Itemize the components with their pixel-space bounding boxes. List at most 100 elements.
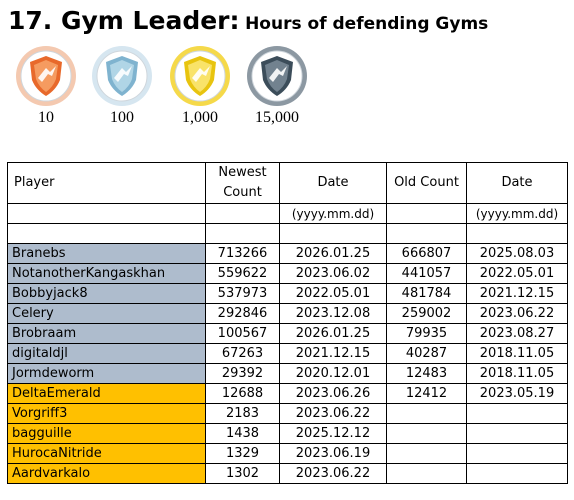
header-newest-count: Newest Count xyxy=(205,162,280,204)
cell-player: Celery xyxy=(7,303,206,324)
table-row: Jormdeworm 29392 2020.12.01 12483 2018.11.05 xyxy=(7,363,568,384)
page-title: 17. Gym Leader: Hours of defending Gyms xyxy=(8,6,488,35)
cell-newest-count: 100567 xyxy=(205,323,280,344)
cell-newest-count: 713266 xyxy=(205,243,280,264)
subheader-empty xyxy=(205,203,280,224)
cell-date: 2023.06.22 xyxy=(279,403,387,424)
gold-gym-badge-icon xyxy=(168,44,232,108)
cell-old-date: 2018.11.05 xyxy=(466,363,568,384)
cell-newest-count: 559622 xyxy=(205,263,280,284)
table-row: Bobbyjack8 537973 2022.05.01 481784 2021.12.… xyxy=(7,283,568,304)
cell-old-date xyxy=(466,403,568,424)
bronze-gym-badge-icon xyxy=(14,44,78,108)
cell-old-count: 481784 xyxy=(386,283,467,304)
cell-old-count: 79935 xyxy=(386,323,467,344)
badge-bronze: 10 xyxy=(14,44,78,127)
cell-newest-count: 1302 xyxy=(205,463,280,484)
table-row: digitaldjl 67263 2021.12.15 40287 2018.11.05 xyxy=(7,343,568,364)
cell-newest-count: 537973 xyxy=(205,283,280,304)
table-spacer-row xyxy=(7,223,568,244)
subheader-date-format: (yyyy.mm.dd) xyxy=(279,203,387,224)
cell-old-date: 2023.06.22 xyxy=(466,303,568,324)
platinum-gym-badge-icon xyxy=(245,44,309,108)
cell-old-count: 12483 xyxy=(386,363,467,384)
cell-player: Bobbyjack8 xyxy=(7,283,206,304)
cell-old-date: 2022.05.01 xyxy=(466,263,568,284)
cell-old-date: 2021.12.15 xyxy=(466,283,568,304)
cell-player: Jormdeworm xyxy=(7,363,206,384)
badge-label: 1,000 xyxy=(182,109,218,126)
cell-old-date: 2023.05.19 xyxy=(466,383,568,404)
badge-label: 15,000 xyxy=(255,109,299,126)
cell-newest-count: 2183 xyxy=(205,403,280,424)
cell-newest-count: 12688 xyxy=(205,383,280,404)
cell-old-count xyxy=(386,463,467,484)
title-main: 17. Gym Leader: xyxy=(8,6,240,35)
badge-platinum: 15,000 xyxy=(245,44,309,127)
cell-old-count: 666807 xyxy=(386,243,467,264)
cell-old-date: 2025.08.03 xyxy=(466,243,568,264)
table-row: Brobraam 100567 2026.01.25 79935 2023.08.27 xyxy=(7,323,568,344)
cell-old-count: 259002 xyxy=(386,303,467,324)
cell-newest-count: 1438 xyxy=(205,423,280,444)
cell-player: Brobraam xyxy=(7,323,206,344)
title-subtitle: Hours of defending Gyms xyxy=(245,14,489,34)
silver-gym-badge-icon xyxy=(90,44,154,108)
cell-newest-count: 29392 xyxy=(205,363,280,384)
cell-player: DeltaEmerald xyxy=(7,383,206,404)
cell-date: 2020.12.01 xyxy=(279,363,387,384)
cell-old-count xyxy=(386,403,467,424)
table-row: HurocaNitride 1329 2023.06.19 xyxy=(7,443,568,464)
badge-label: 100 xyxy=(110,109,134,126)
badge-tiers: 10 100 1,000 15,000 xyxy=(14,44,334,130)
badge-gold: 1,000 xyxy=(168,44,232,127)
header-old-count: Old Count xyxy=(386,162,467,204)
cell-player: Branebs xyxy=(7,243,206,264)
cell-date: 2023.06.02 xyxy=(279,263,387,284)
cell-old-date xyxy=(466,423,568,444)
header-old-date: Date xyxy=(466,162,568,204)
cell-newest-count: 292846 xyxy=(205,303,280,324)
cell-old-count: 441057 xyxy=(386,263,467,284)
cell-old-count xyxy=(386,423,467,444)
cell-date: 2023.06.19 xyxy=(279,443,387,464)
cell-date: 2023.12.08 xyxy=(279,303,387,324)
cell-newest-count: 67263 xyxy=(205,343,280,364)
table-row: NotanotherKangaskhan 559622 2023.06.02 4410… xyxy=(7,263,568,284)
cell-old-date: 2018.11.05 xyxy=(466,343,568,364)
cell-player: Aardvarkalo xyxy=(7,463,206,484)
subheader-empty xyxy=(7,203,206,224)
header-player: Player xyxy=(7,162,206,204)
table-body: Branebs 713266 2026.01.25 666807 2025.08.03 N… xyxy=(7,243,568,484)
table-subheader-row: (yyyy.mm.dd) (yyyy.mm.dd) xyxy=(7,203,568,224)
table-row: Celery 292846 2023.12.08 259002 2023.06.22 xyxy=(7,303,568,324)
cell-old-date xyxy=(466,463,568,484)
cell-newest-count: 1329 xyxy=(205,443,280,464)
subheader-old-date-format: (yyyy.mm.dd) xyxy=(466,203,568,224)
table-row: Aardvarkalo 1302 2023.06.22 xyxy=(7,463,568,484)
cell-date: 2026.01.25 xyxy=(279,243,387,264)
cell-old-count xyxy=(386,443,467,464)
cell-date: 2023.06.22 xyxy=(279,463,387,484)
table-header-row: Player Newest Count Date Old Count Date xyxy=(7,162,568,204)
cell-player: Vorgriff3 xyxy=(7,403,206,424)
gym-leader-table: Player Newest Count Date Old Count Date … xyxy=(7,162,568,484)
cell-date: 2025.12.12 xyxy=(279,423,387,444)
cell-date: 2021.12.15 xyxy=(279,343,387,364)
table-row: Vorgriff3 2183 2023.06.22 xyxy=(7,403,568,424)
cell-date: 2023.06.26 xyxy=(279,383,387,404)
cell-player: digitaldjl xyxy=(7,343,206,364)
badge-silver: 100 xyxy=(90,44,154,127)
cell-player: NotanotherKangaskhan xyxy=(7,263,206,284)
cell-player: HurocaNitride xyxy=(7,443,206,464)
cell-old-date: 2023.08.27 xyxy=(466,323,568,344)
table-row: Branebs 713266 2026.01.25 666807 2025.08.03 xyxy=(7,243,568,264)
cell-player: bagguille xyxy=(7,423,206,444)
cell-old-count: 12412 xyxy=(386,383,467,404)
cell-date: 2022.05.01 xyxy=(279,283,387,304)
badge-label: 10 xyxy=(38,109,54,126)
table-row: bagguille 1438 2025.12.12 xyxy=(7,423,568,444)
cell-old-date xyxy=(466,443,568,464)
table-row: DeltaEmerald 12688 2023.06.26 12412 2023.05.… xyxy=(7,383,568,404)
cell-date: 2026.01.25 xyxy=(279,323,387,344)
